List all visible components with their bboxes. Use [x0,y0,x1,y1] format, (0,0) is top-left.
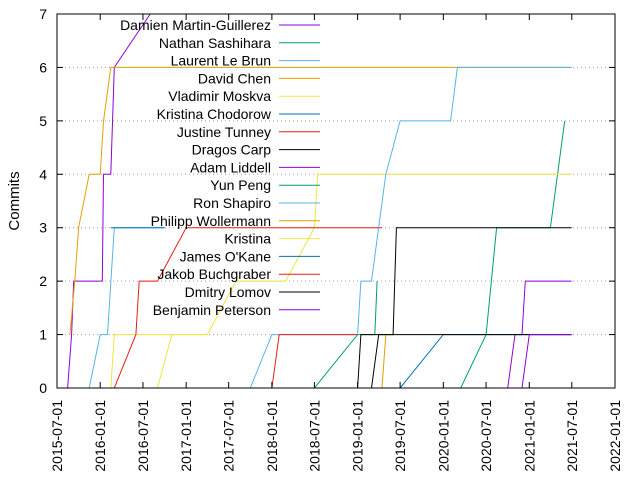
legend-entry-label: Ron Shapiro [193,195,271,211]
legend-entry-label: Justine Tunney [177,124,271,140]
x-tick-label: 2020-07-01 [478,400,494,472]
y-tick-label: 6 [39,59,47,75]
legend-entry-label: David Chen [198,70,271,86]
legend-entry-label: Vladimir Moskva [168,88,271,104]
x-tick-label: 2022-01-01 [607,400,623,472]
legend: Damien Martin-Guillerez Nathan Sashihara L… [120,17,320,318]
series-line-17 [521,334,572,389]
y-tick-label: 5 [39,113,47,129]
series-line-5 [110,173,572,389]
series-line-13 [157,334,208,389]
legend-entry-label: Kristina Chodorow [157,106,272,122]
x-tick-label: 2015-07-01 [49,400,65,472]
x-tick-label: 2019-07-01 [392,400,408,472]
legend-entry-label: Jakob Buchgraber [157,266,271,282]
series-line-14 [399,334,572,389]
y-axis-label: Commits [6,171,23,230]
legend-entry-label: Nathan Sashihara [159,35,271,51]
x-tick-label: 2018-07-01 [306,400,322,472]
series-line-1 [67,13,151,389]
y-axis-ticks: 0 1 2 3 4 5 6 7 [39,6,615,396]
legend-entry-label: Dmitry Lomov [185,284,271,300]
legend-entry-label: Benjamin Peterson [153,302,271,318]
plot-border [56,13,616,389]
legend-entry-label: Philipp Wollermann [151,213,271,229]
series-lines [67,13,572,389]
series-line-4 [69,66,572,335]
legend-entry-label: Yun Peng [210,177,271,193]
series-line-16 [357,334,572,389]
legend-entry-label: James O'Kane [180,248,272,264]
legend-entry-label: Damien Martin-Guillerez [120,17,271,33]
x-tick-label: 2016-07-01 [135,400,151,472]
series-line-12 [381,334,394,389]
series-line-8 [371,227,572,389]
y-tick-label: 0 [39,380,47,396]
x-tick-label: 2021-07-01 [564,400,580,472]
y-tick-label: 2 [39,273,47,289]
series-line-15 [271,334,358,389]
x-tick-label: 2017-07-01 [221,400,237,472]
legend-entry-label: Adam Liddell [190,159,271,175]
y-tick-label: 1 [39,327,47,343]
y-tick-label: 3 [39,220,47,236]
x-tick-label: 2019-01-01 [350,400,366,472]
x-tick-label: 2020-01-01 [435,400,451,472]
series-line-7 [113,227,382,389]
y-tick-label: 4 [39,166,47,182]
x-tick-label: 2017-01-01 [178,400,194,472]
x-tick-label: 2018-01-01 [264,400,280,472]
y-tick-label: 7 [39,6,47,22]
legend-entry-label: Dragos Carp [192,142,272,158]
x-tick-label: 2021-01-01 [521,400,537,472]
x-axis-ticks: 2015-07-01 2016-01-01 2016-07-01 2017-01-01… [49,14,623,472]
legend-entry-label: Laurent Le Brun [171,53,271,69]
legend-entry-label: Kristina [224,231,271,247]
x-tick-label: 2016-01-01 [92,400,108,472]
grid-lines [57,66,615,336]
